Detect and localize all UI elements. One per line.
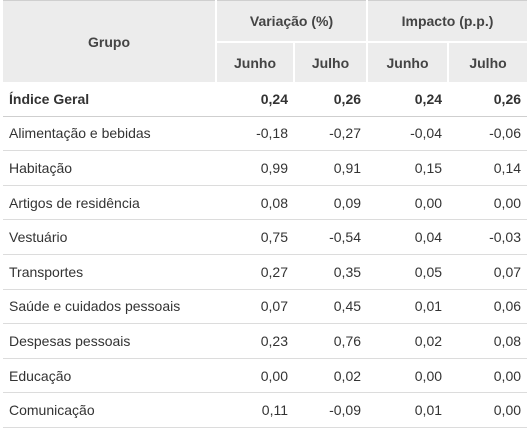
impact-june-cell: 0,15 (367, 150, 449, 186)
impact-july-cell: 0,00 (448, 185, 528, 221)
row-label: Saúde e cuidados pessoais (3, 289, 216, 325)
variation-june-cell: 0,75 (216, 219, 294, 255)
impact-june-cell: 0,01 (367, 392, 449, 428)
impact-june-cell: 0,01 (367, 289, 449, 325)
table-row: Habitação 0,99 0,91 0,15 0,14 (3, 150, 528, 186)
row-label: Transportes (3, 254, 216, 290)
variation-july-header: Julho (292, 42, 368, 82)
variation-july-cell: -0,27 (294, 116, 368, 152)
variation-june-cell: 0,11 (216, 392, 294, 428)
variation-july-cell: 0,91 (294, 150, 368, 186)
impact-june-cell: 0,02 (367, 323, 449, 359)
group-column-header: Grupo (3, 0, 216, 82)
row-label: Comunicação (3, 392, 216, 428)
impact-july-cell: 0,07 (448, 254, 528, 290)
variation-july-cell: 0,02 (294, 358, 368, 394)
impact-june-header: Junho (366, 42, 449, 82)
variation-july-cell: 0,35 (294, 254, 368, 290)
impact-june-cell: 0,04 (367, 219, 449, 255)
impact-june-cell: -0,04 (367, 116, 449, 152)
row-label: Artigos de residência (3, 185, 216, 221)
table-header: Grupo Variação (%) Impacto (p.p.) Junho … (3, 0, 528, 82)
impact-july-cell: 0,00 (448, 358, 528, 394)
table-row: Educação 0,00 0,02 0,00 0,00 (3, 358, 528, 394)
impact-june-cell: 0,00 (367, 185, 449, 221)
variation-july-cell: -0,09 (294, 392, 368, 428)
variation-june-cell: 0,99 (216, 150, 294, 186)
variation-june-cell: 0,08 (216, 185, 294, 221)
variation-column-header: Variação (%) (214, 0, 368, 43)
variation-june-cell: 0,27 (216, 254, 294, 290)
table-row: Saúde e cuidados pessoais 0,07 0,45 0,01 0,0… (3, 289, 528, 325)
impact-july-cell: 0,14 (448, 150, 528, 186)
row-label: Vestuário (3, 219, 216, 255)
row-label: Índice Geral (3, 82, 216, 117)
impact-june-cell: 0,00 (367, 358, 449, 394)
impact-july-cell: 0,06 (448, 289, 528, 325)
impact-july-header: Julho (447, 42, 528, 82)
table-row: Vestuário 0,75 -0,54 0,04 -0,03 (3, 219, 528, 255)
table-row: Comunicação 0,11 -0,09 0,01 0,00 (3, 392, 528, 428)
table-row: Artigos de residência 0,08 0,09 0,00 0,00 (3, 185, 528, 221)
variation-july-cell: -0,54 (294, 219, 368, 255)
variation-june-cell: 0,24 (216, 82, 294, 117)
table-body: Índice Geral 0,24 0,26 0,24 0,26 Alimentação … (3, 82, 528, 428)
ipca-table: Grupo Variação (%) Impacto (p.p.) Junho … (3, 0, 528, 428)
impact-july-cell: -0,03 (448, 219, 528, 255)
variation-july-cell: 0,45 (294, 289, 368, 325)
impact-july-cell: 0,26 (448, 82, 528, 117)
variation-june-cell: 0,00 (216, 358, 294, 394)
variation-july-cell: 0,09 (294, 185, 368, 221)
variation-july-cell: 0,26 (294, 82, 368, 117)
table-row: Transportes 0,27 0,35 0,05 0,07 (3, 254, 528, 290)
table-row-total: Índice Geral 0,24 0,26 0,24 0,26 (3, 82, 528, 117)
row-label: Educação (3, 358, 216, 394)
variation-june-header: Junho (215, 42, 294, 82)
impact-june-cell: 0,24 (367, 82, 449, 117)
table-row: Despesas pessoais 0,23 0,76 0,02 0,08 (3, 323, 528, 359)
variation-july-cell: 0,76 (294, 323, 368, 359)
row-label: Habitação (3, 150, 216, 186)
impact-july-cell: -0,06 (448, 116, 528, 152)
variation-june-cell: 0,07 (216, 289, 294, 325)
impact-column-header: Impacto (p.p.) (366, 0, 528, 43)
variation-june-cell: -0,18 (216, 116, 294, 152)
impact-july-cell: 0,08 (448, 323, 528, 359)
variation-june-cell: 0,23 (216, 323, 294, 359)
row-label: Despesas pessoais (3, 323, 216, 359)
impact-july-cell: 0,00 (448, 392, 528, 428)
table-row: Alimentação e bebidas -0,18 -0,27 -0,04 -0,0… (3, 116, 528, 152)
impact-june-cell: 0,05 (367, 254, 449, 290)
row-label: Alimentação e bebidas (3, 116, 216, 152)
